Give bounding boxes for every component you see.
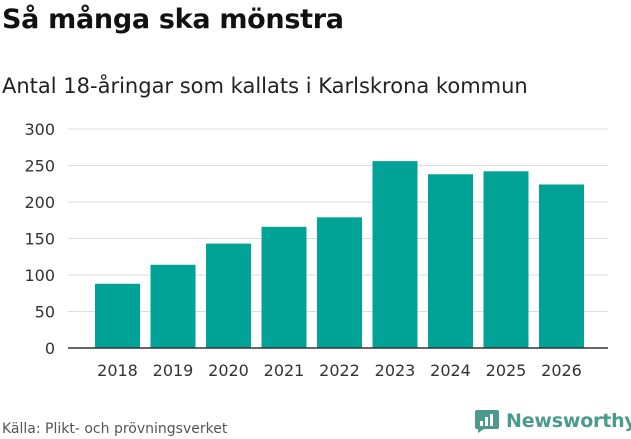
y-axis-labels: 0 50 100 150 200 250 300 (24, 120, 55, 358)
x-tick-label: 2021 (264, 361, 305, 380)
x-tick-label: 2018 (97, 361, 138, 380)
chart-title: Så många ska mönstra (2, 4, 344, 35)
newsworthy-logo: Newsworthy (474, 405, 631, 437)
bars (95, 161, 584, 348)
x-tick-label: 2019 (153, 361, 194, 380)
brand-name: Newsworthy (506, 410, 631, 432)
bar-2024 (428, 174, 473, 348)
y-tick-label: 150 (24, 230, 55, 249)
y-tick-label: 200 (24, 193, 55, 212)
bar-2026 (539, 184, 584, 348)
bar-2020 (206, 243, 251, 348)
x-tick-label: 2020 (208, 361, 249, 380)
x-tick-label: 2022 (319, 361, 360, 380)
x-tick-label: 2025 (486, 361, 527, 380)
y-tick-label: 300 (24, 120, 55, 139)
x-tick-label: 2026 (541, 361, 582, 380)
bar-2021 (261, 226, 307, 348)
bar-2018 (95, 283, 140, 348)
newsworthy-logo-icon (475, 410, 499, 433)
bar-2019 (150, 264, 196, 348)
bar-2023 (372, 161, 418, 348)
x-axis-labels: 2018 2019 2020 2021 2022 2023 2024 2025 2026 (97, 361, 582, 380)
source-note: Källa: Plikt- och prövningsverket (2, 421, 228, 437)
y-tick-label: 100 (24, 266, 55, 285)
y-tick-label: 250 (24, 157, 55, 176)
x-tick-label: 2023 (375, 361, 416, 380)
y-tick-label: 0 (45, 339, 55, 358)
x-tick-label: 2024 (430, 361, 471, 380)
bar-2022 (317, 217, 362, 348)
bar-2025 (483, 171, 529, 348)
chart-subtitle: Antal 18-åringar som kallats i Karlskron… (2, 74, 528, 98)
y-tick-label: 50 (35, 303, 55, 322)
